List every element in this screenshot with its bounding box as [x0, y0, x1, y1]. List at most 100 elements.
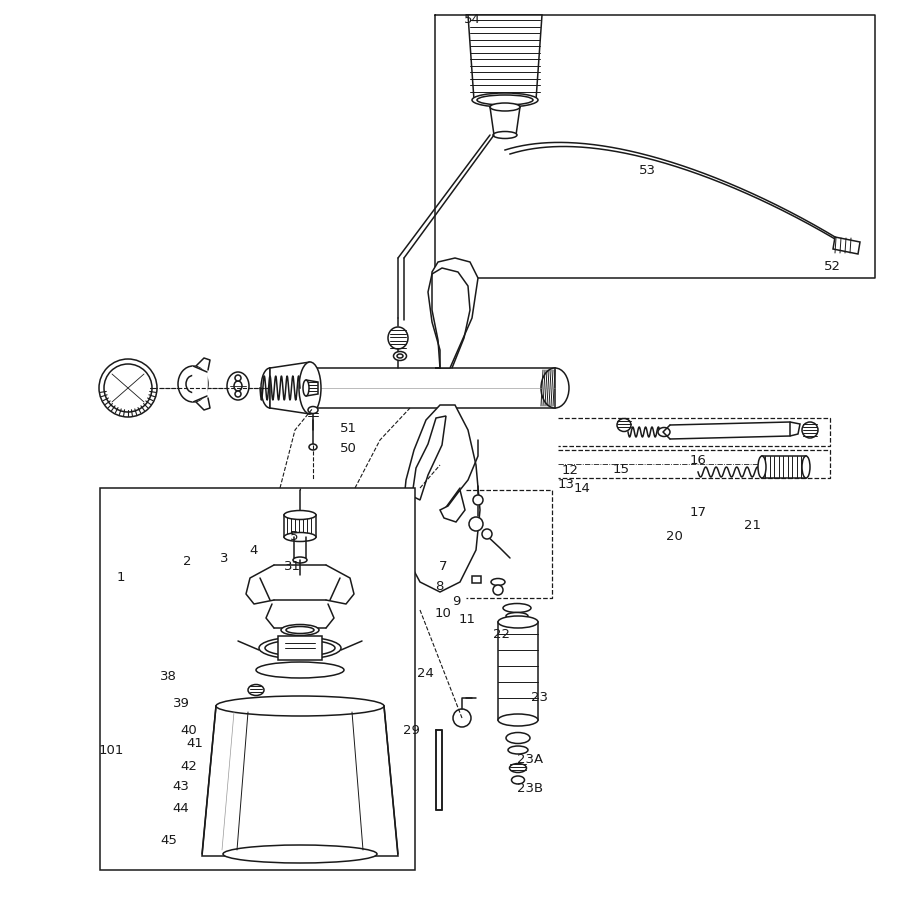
Ellipse shape	[397, 354, 403, 358]
Text: 16: 16	[689, 454, 706, 467]
Ellipse shape	[393, 352, 407, 361]
Ellipse shape	[472, 93, 538, 107]
Text: 54: 54	[464, 14, 482, 26]
Ellipse shape	[506, 733, 530, 743]
Text: 45: 45	[160, 834, 177, 847]
Text: 8: 8	[436, 580, 444, 593]
Ellipse shape	[617, 418, 631, 431]
Ellipse shape	[265, 640, 335, 656]
Polygon shape	[490, 107, 520, 135]
Bar	[284, 515, 316, 537]
Ellipse shape	[99, 359, 157, 417]
Ellipse shape	[802, 422, 818, 438]
Ellipse shape	[223, 845, 377, 863]
Polygon shape	[498, 622, 538, 720]
Text: 15: 15	[613, 464, 630, 476]
Ellipse shape	[227, 372, 249, 400]
Ellipse shape	[511, 776, 525, 784]
Polygon shape	[100, 488, 415, 870]
Text: 10: 10	[435, 608, 452, 620]
Text: 39: 39	[173, 698, 190, 710]
Ellipse shape	[261, 368, 279, 408]
Polygon shape	[193, 366, 207, 402]
Text: 53: 53	[639, 165, 656, 177]
Ellipse shape	[281, 625, 319, 635]
Ellipse shape	[802, 456, 810, 478]
Polygon shape	[833, 237, 860, 254]
Text: 38: 38	[160, 670, 177, 683]
Ellipse shape	[256, 662, 344, 678]
Ellipse shape	[293, 557, 307, 563]
Ellipse shape	[308, 407, 318, 413]
Ellipse shape	[498, 714, 538, 726]
Circle shape	[235, 375, 241, 381]
Ellipse shape	[178, 366, 208, 402]
Polygon shape	[432, 258, 478, 368]
Ellipse shape	[508, 746, 528, 754]
Text: 3: 3	[220, 552, 228, 564]
Text: 7: 7	[439, 561, 447, 573]
Text: 9: 9	[452, 595, 460, 608]
Ellipse shape	[286, 626, 314, 634]
Ellipse shape	[104, 364, 152, 412]
Polygon shape	[440, 490, 465, 522]
Text: 23B: 23B	[517, 782, 543, 795]
Ellipse shape	[299, 362, 321, 414]
Ellipse shape	[259, 637, 341, 659]
Text: 22: 22	[493, 628, 510, 641]
Text: 43: 43	[173, 780, 190, 793]
Ellipse shape	[509, 763, 526, 772]
Text: 2: 2	[183, 555, 191, 568]
Text: 23A: 23A	[517, 753, 543, 766]
Text: 23: 23	[531, 691, 548, 704]
Text: 40: 40	[180, 724, 197, 737]
Circle shape	[482, 529, 492, 539]
Ellipse shape	[758, 456, 766, 478]
Text: 5: 5	[290, 530, 298, 543]
Ellipse shape	[506, 613, 528, 619]
Ellipse shape	[491, 579, 505, 586]
Circle shape	[473, 495, 483, 505]
Text: 51: 51	[340, 422, 357, 435]
Ellipse shape	[303, 380, 309, 396]
Text: 12: 12	[562, 464, 579, 477]
Circle shape	[453, 709, 471, 727]
Ellipse shape	[248, 685, 264, 696]
Polygon shape	[306, 380, 318, 396]
Ellipse shape	[216, 696, 384, 716]
Bar	[436, 730, 442, 810]
Text: 50: 50	[340, 442, 357, 454]
Ellipse shape	[658, 428, 670, 436]
Ellipse shape	[498, 616, 538, 628]
Circle shape	[493, 585, 503, 595]
Ellipse shape	[490, 103, 520, 111]
Polygon shape	[468, 15, 542, 100]
Text: 52: 52	[824, 260, 842, 273]
Ellipse shape	[309, 444, 317, 450]
Circle shape	[469, 517, 483, 531]
Text: 4: 4	[249, 544, 257, 557]
Text: 1: 1	[117, 572, 125, 584]
Circle shape	[235, 391, 241, 397]
Polygon shape	[412, 416, 446, 500]
Text: 44: 44	[173, 802, 190, 814]
Text: 13: 13	[558, 478, 575, 491]
Polygon shape	[278, 636, 322, 660]
Ellipse shape	[541, 368, 569, 408]
Bar	[762, 456, 806, 478]
Text: 21: 21	[744, 519, 761, 532]
Ellipse shape	[477, 95, 533, 105]
Ellipse shape	[284, 510, 316, 519]
Bar	[472, 576, 481, 583]
Text: 31: 31	[284, 561, 302, 573]
Ellipse shape	[493, 131, 517, 139]
Polygon shape	[270, 368, 555, 408]
Text: 24: 24	[417, 667, 434, 680]
Polygon shape	[790, 422, 800, 436]
Polygon shape	[270, 362, 310, 414]
Text: 14: 14	[573, 482, 590, 495]
Polygon shape	[202, 706, 398, 856]
Ellipse shape	[503, 604, 531, 613]
Polygon shape	[402, 405, 480, 592]
Ellipse shape	[388, 327, 408, 349]
